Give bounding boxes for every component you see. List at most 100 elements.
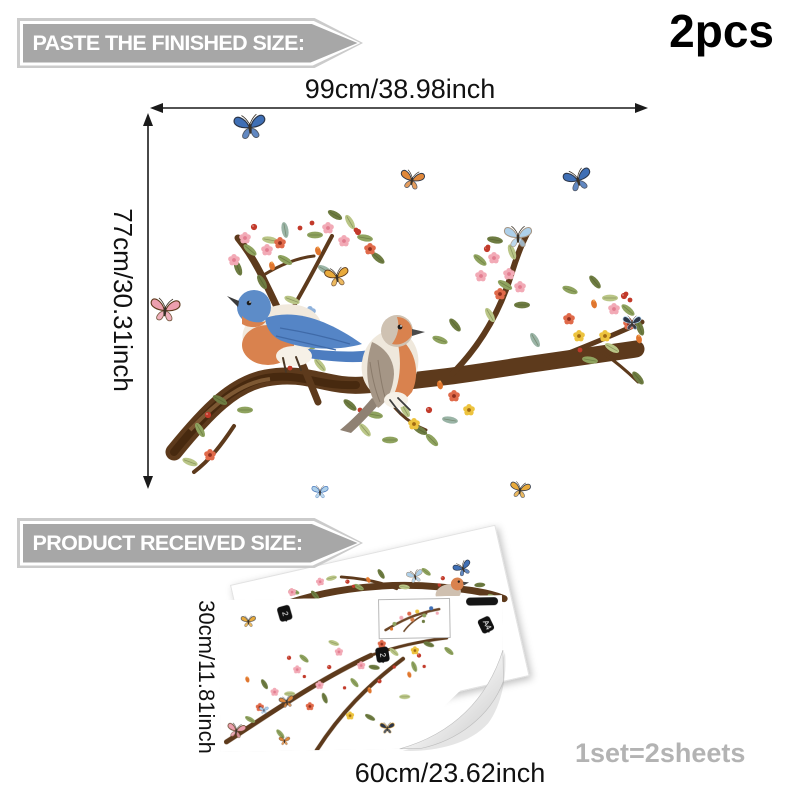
sheet-tag-label: 2 bbox=[280, 609, 291, 617]
leaf bbox=[621, 304, 635, 316]
leaf bbox=[237, 406, 253, 414]
leaf bbox=[589, 275, 601, 289]
flower bbox=[599, 330, 611, 342]
flower bbox=[269, 261, 275, 271]
flower bbox=[346, 711, 354, 719]
leaf bbox=[377, 569, 385, 579]
leaf bbox=[357, 234, 373, 242]
flower bbox=[293, 665, 301, 673]
flower bbox=[514, 281, 526, 293]
flower bbox=[204, 411, 212, 419]
preview-thumbnail bbox=[378, 598, 451, 639]
leaf bbox=[514, 301, 530, 309]
berry bbox=[287, 365, 293, 371]
flower bbox=[228, 254, 240, 266]
finished-width-label: 99cm/38.98inch bbox=[304, 74, 496, 104]
sheet-front-paper: 2 2 A4 bbox=[218, 595, 505, 752]
berry bbox=[353, 227, 359, 233]
set-count-label: 1set=2sheets bbox=[575, 738, 746, 768]
received-height-label: 30cm/11.81inch bbox=[194, 600, 219, 754]
flower bbox=[440, 576, 445, 581]
berry bbox=[577, 347, 583, 353]
received-width-label: 60cm/23.62inch bbox=[354, 758, 546, 788]
received-size-banner: PRODUCT RECEIVED SIZE: bbox=[17, 518, 363, 568]
flower bbox=[335, 648, 343, 656]
leaf bbox=[604, 343, 620, 353]
leaf bbox=[497, 280, 513, 290]
leaf bbox=[398, 584, 410, 590]
leaf bbox=[474, 582, 486, 588]
leaf bbox=[195, 422, 205, 438]
leaf bbox=[343, 399, 357, 411]
leaf bbox=[328, 639, 340, 647]
flower bbox=[608, 303, 620, 315]
flower bbox=[475, 270, 487, 282]
berry bbox=[297, 225, 303, 231]
leaf bbox=[359, 423, 371, 437]
leaf bbox=[284, 691, 295, 696]
butterfly-back-blue bbox=[451, 558, 474, 579]
flower bbox=[274, 237, 286, 249]
butterfly-blue-right bbox=[561, 165, 595, 194]
leaf bbox=[421, 567, 431, 576]
sheet-front-art bbox=[218, 595, 505, 752]
leaf bbox=[443, 646, 455, 657]
leaf bbox=[275, 728, 286, 740]
flower bbox=[287, 588, 296, 597]
flower bbox=[250, 223, 258, 231]
leaf bbox=[507, 244, 517, 260]
sheet-code-pill bbox=[466, 597, 498, 606]
leaf bbox=[244, 715, 256, 725]
leaf bbox=[257, 274, 267, 290]
leaf bbox=[260, 678, 270, 690]
flower bbox=[407, 671, 413, 678]
butterfly-lightblue-bottom bbox=[311, 485, 329, 499]
flower bbox=[448, 390, 460, 402]
leaf bbox=[182, 457, 198, 467]
berry bbox=[392, 665, 395, 668]
leaf bbox=[326, 575, 337, 581]
leaf bbox=[277, 255, 293, 265]
butterfly-sheet-red bbox=[279, 736, 290, 744]
leaf bbox=[632, 371, 644, 385]
sheet-tag: 2 bbox=[375, 646, 390, 663]
butterfly-sheet-yellow bbox=[241, 616, 256, 627]
finished-size-banner-label: PASTE THE FINISHED SIZE: bbox=[32, 30, 306, 55]
flower bbox=[636, 334, 642, 344]
preview-thumbnail-art bbox=[379, 599, 450, 638]
flower bbox=[357, 661, 365, 669]
leaf bbox=[349, 677, 360, 689]
leaf bbox=[314, 358, 326, 372]
flower bbox=[367, 687, 373, 694]
flower bbox=[239, 232, 251, 244]
leaf bbox=[432, 335, 448, 345]
butterfly-sheet-dark bbox=[380, 722, 395, 733]
berry bbox=[309, 220, 315, 226]
flower bbox=[408, 418, 420, 430]
flower bbox=[327, 665, 331, 669]
leaf bbox=[562, 285, 578, 295]
leaf bbox=[353, 583, 364, 591]
butterfly-pink-left bbox=[149, 296, 181, 323]
leaf bbox=[449, 318, 461, 332]
bluebird-illustration bbox=[227, 290, 386, 373]
berry bbox=[351, 584, 356, 588]
flower bbox=[377, 679, 381, 683]
leaf bbox=[364, 713, 376, 723]
wall-sticker-illustration bbox=[149, 113, 645, 499]
flower bbox=[563, 313, 575, 325]
flower bbox=[270, 688, 278, 696]
berry bbox=[627, 297, 633, 303]
butterfly-yellow-bottom bbox=[508, 480, 532, 499]
leaf bbox=[321, 692, 329, 704]
leaf bbox=[399, 694, 410, 699]
leaf bbox=[281, 222, 289, 238]
leaf bbox=[368, 664, 380, 670]
leaf bbox=[212, 395, 228, 405]
berry bbox=[485, 244, 491, 250]
flower bbox=[463, 404, 475, 416]
flower bbox=[494, 288, 506, 300]
leaf bbox=[371, 252, 385, 264]
robin-illustration bbox=[340, 315, 425, 433]
flower bbox=[425, 406, 433, 414]
